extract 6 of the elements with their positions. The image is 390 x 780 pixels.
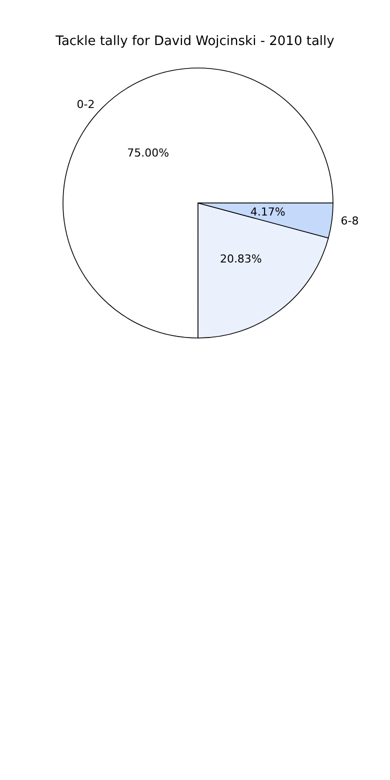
chart-title: Tackle tally for David Wojcinski - 2010 tally <box>54 34 335 49</box>
data-label: 4.17% <box>250 206 286 219</box>
slice-label: 0-2 <box>76 98 95 112</box>
slice-label: 6-8 <box>340 214 359 228</box>
data-label: 20.83% <box>220 252 262 266</box>
data-label: 75.00% <box>127 146 170 160</box>
